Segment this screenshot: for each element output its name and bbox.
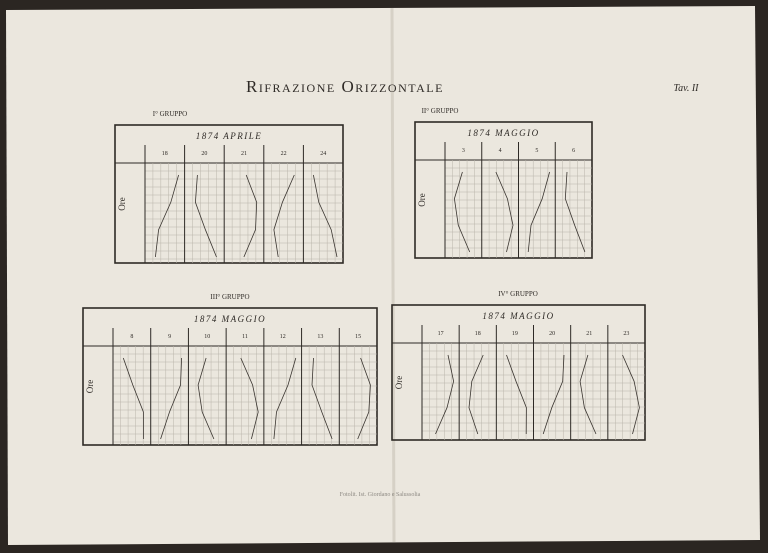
trace	[155, 174, 179, 258]
group-label: II° Gruppo	[422, 107, 459, 115]
trace	[273, 357, 297, 440]
day-label: 8	[130, 334, 133, 340]
day-label: 17	[438, 331, 444, 337]
day-label: 6	[572, 148, 575, 154]
day-label: 3	[462, 148, 465, 154]
trace	[311, 357, 333, 440]
trace	[579, 354, 597, 435]
group-label: III° Gruppo	[210, 293, 249, 301]
axis-label: Ore	[417, 193, 427, 207]
panel-frame	[82, 307, 378, 446]
trace	[240, 357, 259, 440]
panel-heading: 1874 Maggio	[194, 314, 266, 324]
panels: I° Gruppo 1874 Aprile Ore 18 20 21 22 24 II° Gru…	[82, 107, 646, 446]
group-panel: II° Gruppo 1874 Maggio Ore 3 4 5 6	[414, 107, 593, 259]
trace	[453, 171, 471, 253]
fold	[390, 7, 396, 543]
trace	[468, 354, 484, 435]
axis-label: Ore	[394, 376, 404, 390]
day-label: 4	[499, 148, 502, 154]
axis-label: Ore	[117, 197, 127, 211]
trace	[564, 171, 586, 253]
day-label: 12	[280, 334, 286, 340]
day-label: 5	[535, 148, 538, 154]
trace	[313, 174, 338, 258]
day-label: 9	[168, 334, 171, 340]
trace	[435, 354, 455, 435]
trace	[495, 171, 514, 253]
day-label: 13	[317, 334, 323, 340]
day-label: 21	[241, 151, 247, 157]
group-panel: IV° Gruppo 1874 Maggio Ore 17 18 19 20 21 23	[391, 290, 646, 441]
day-label: 18	[162, 151, 168, 157]
trace	[160, 357, 182, 440]
day-label: 19	[512, 331, 518, 337]
trace	[357, 357, 371, 440]
plate-title: Rifrazione Orizzontale	[246, 77, 444, 96]
panel-frame	[114, 124, 344, 264]
trace	[243, 174, 258, 258]
trace	[527, 171, 550, 253]
trace	[622, 354, 640, 435]
trace	[197, 357, 215, 440]
day-label: 24	[320, 151, 326, 157]
panel-heading: 1874 Maggio	[482, 311, 554, 321]
panel-heading: 1874 Maggio	[467, 128, 539, 138]
day-label: 15	[355, 334, 361, 340]
day-label: 20	[549, 331, 555, 337]
day-label: 11	[242, 334, 248, 340]
panel-heading: 1874 Aprile	[196, 131, 263, 141]
day-label: 22	[281, 151, 287, 157]
axis-label: Ore	[85, 380, 95, 394]
day-label: 21	[586, 331, 592, 337]
plate-number: Tav. II	[674, 83, 700, 94]
trace	[542, 354, 565, 435]
day-label: 18	[475, 331, 481, 337]
panel-frame	[414, 121, 593, 259]
group-panel: I° Gruppo 1874 Aprile Ore 18 20 21 22 24	[114, 110, 344, 264]
group-label: I° Gruppo	[153, 110, 188, 118]
day-label: 23	[623, 331, 629, 337]
trace	[273, 174, 295, 258]
day-label: 10	[204, 334, 210, 340]
trace	[194, 174, 217, 258]
day-label: 20	[201, 151, 207, 157]
group-label: IV° Gruppo	[498, 290, 538, 298]
group-panel: III° Gruppo 1874 Maggio Ore 8 9 10 11 12 13 15	[82, 293, 378, 446]
trace	[506, 354, 527, 435]
imprint: Fotolit. Ist. Giordano e Salussolia	[340, 492, 421, 498]
trace	[122, 357, 144, 439]
